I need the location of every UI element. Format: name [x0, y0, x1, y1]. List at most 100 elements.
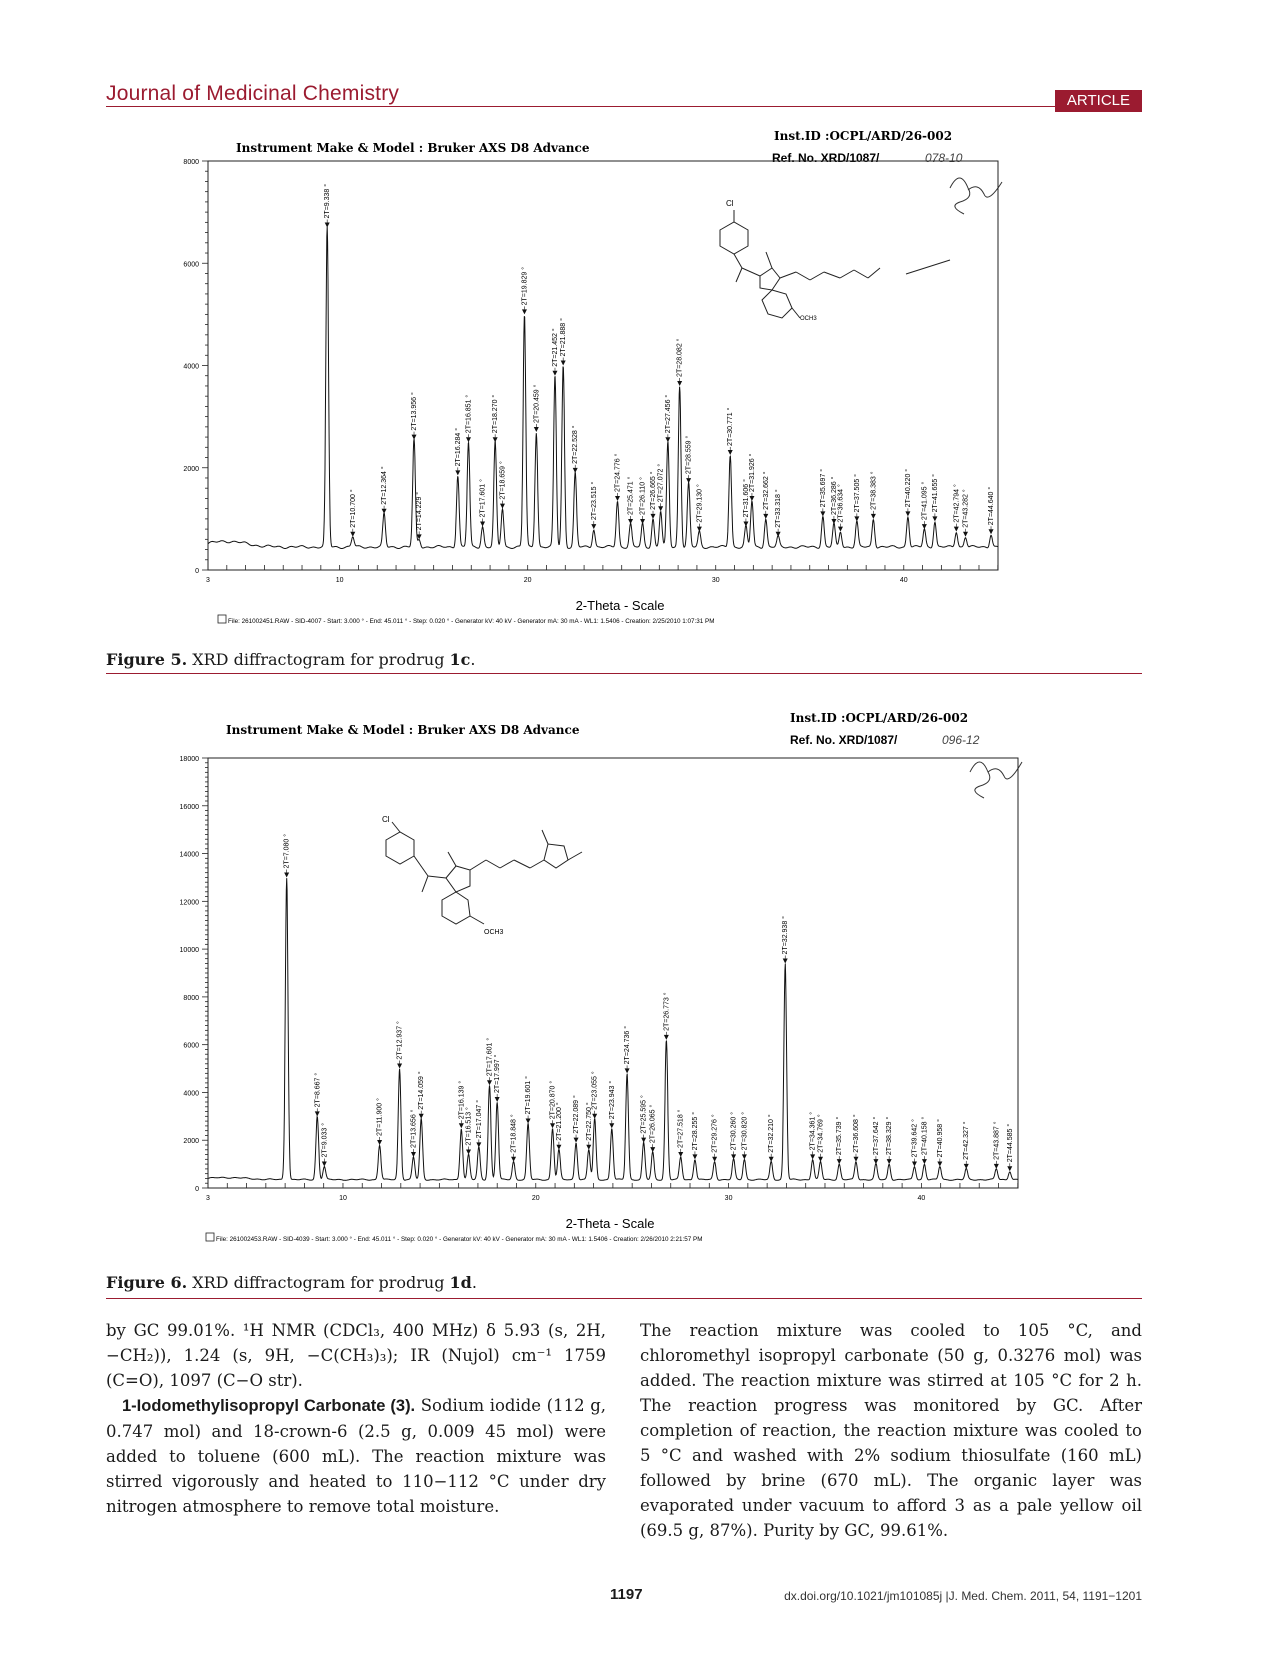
peak-marker: [628, 518, 634, 524]
peak-label: 2T=8.667 °: [313, 1073, 321, 1108]
peak-label: 2T=34.361 °: [809, 1112, 817, 1151]
peak-label: 2T=18.270 °: [491, 395, 499, 434]
peak-label: 2T=44.585 °: [1006, 1124, 1014, 1163]
peak-marker: [465, 437, 471, 443]
figure-5-caption: Figure 5. XRD diffractogram for prodrug …: [106, 650, 476, 669]
ref-handwritten: 096-12: [942, 733, 980, 747]
peak-label: 2T=13.656 °: [409, 1109, 417, 1148]
peak-marker: [905, 511, 911, 517]
ref-handwritten: 078-10: [925, 151, 963, 165]
figure-5-rule: [106, 673, 1142, 674]
ref-no-label: Ref. No. XRD/1087/: [790, 733, 898, 747]
article-badge: ARTICLE: [1054, 90, 1142, 112]
peak-label: 2T=17.997 °: [493, 1054, 501, 1093]
peak-marker: [314, 1111, 320, 1117]
peak-label: 2T=12.937 °: [396, 1021, 404, 1060]
peak-label: 2T=44.640 °: [987, 487, 995, 526]
ref-no-label: Ref. No. XRD/1087/: [772, 151, 880, 165]
peak-marker: [911, 1161, 917, 1167]
x-tick-label: 30: [725, 1195, 733, 1202]
peak-marker: [810, 1154, 816, 1160]
caption-end: .: [471, 1273, 477, 1292]
peak-marker: [658, 506, 664, 512]
peak-marker: [550, 1123, 556, 1129]
peak-marker: [480, 521, 486, 527]
peak-label: 2T=18.659 °: [498, 461, 506, 500]
peak-marker: [573, 1137, 579, 1143]
left-column: by GC 99.01%. ¹H NMR (CDCl₃, 400 MHz) δ …: [106, 1318, 606, 1519]
peak-marker: [586, 1144, 592, 1150]
peak-marker: [416, 534, 422, 540]
figure-6-rule: [106, 1298, 1142, 1299]
peak-marker: [572, 467, 578, 473]
peak-marker: [350, 531, 356, 537]
peak-marker: [552, 370, 558, 376]
peak-label: 2T=32.938 °: [781, 916, 789, 955]
peak-marker: [870, 513, 876, 519]
peak-marker: [727, 449, 733, 455]
x-tick-label: 40: [917, 1195, 925, 1202]
caption-end: .: [470, 650, 476, 669]
peak-label: 2T=16.139 °: [457, 1081, 465, 1120]
instrument-label: Instrument Make & Model : Bruker AXS D8 …: [236, 141, 590, 155]
peak-marker: [641, 1137, 647, 1143]
peak-marker: [686, 478, 692, 484]
peak-label: 2T=21.200 °: [555, 1102, 563, 1141]
peak-marker: [763, 513, 769, 519]
peak-marker: [411, 434, 417, 440]
peak-label: 2T=38.383 °: [869, 471, 877, 510]
peak-label: 2T=11.900 °: [376, 1098, 384, 1136]
peak-label: 2T=31.606 °: [742, 479, 750, 518]
peak-label: 2T=16.513 °: [465, 1107, 473, 1146]
peak-marker: [466, 1149, 472, 1155]
peak-label: 2T=28.559 °: [685, 435, 693, 474]
x-axis-label: 2-Theta - Scale: [576, 598, 665, 613]
peak-label: 2T=25.595 °: [640, 1095, 648, 1134]
y-tick-label: 4000: [183, 1090, 199, 1097]
peak-marker: [962, 531, 968, 537]
peak-label: 2T=39.642 °: [910, 1119, 918, 1158]
peak-marker: [731, 1154, 737, 1160]
peak-marker: [321, 1161, 327, 1167]
peak-marker: [556, 1144, 562, 1150]
peak-marker: [377, 1140, 383, 1145]
peak-label: 2T=30.771 °: [726, 407, 734, 446]
peak-label: 2T=30.820 °: [740, 1112, 748, 1151]
peak-marker: [663, 1034, 669, 1040]
peak-marker: [487, 1080, 493, 1086]
peak-marker: [533, 426, 539, 432]
peak-label: 2T=27.072 °: [657, 464, 665, 503]
peak-marker: [640, 518, 646, 524]
x-tick-label: 20: [524, 577, 532, 584]
peak-marker: [818, 1156, 824, 1162]
peak-label: 2T=26.065 °: [649, 1105, 657, 1144]
peak-marker: [775, 531, 781, 537]
peak-marker: [712, 1156, 718, 1162]
peak-marker: [284, 872, 290, 878]
peak-marker: [937, 1161, 943, 1167]
x-tick-label: 10: [336, 577, 344, 584]
peak-marker: [692, 1154, 698, 1160]
file-info-line: File: 261002453.RAW - SID-4039 - Start: …: [216, 1235, 703, 1243]
peak-label: 2T=18.848 °: [510, 1114, 518, 1153]
caption-compound: 1d: [449, 1273, 472, 1292]
left-paragraph-1: by GC 99.01%. ¹H NMR (CDCl₃, 400 MHz) δ …: [106, 1321, 606, 1390]
peak-marker: [458, 1123, 464, 1129]
xrd-chart-figure-6: Instrument Make & Model : Bruker AXS D8 …: [180, 711, 1023, 1243]
peak-label: 2T=19.601 °: [524, 1076, 532, 1115]
peak-label: 2T=32.210 °: [767, 1114, 775, 1153]
peak-label: 2T=23.515 °: [590, 481, 598, 520]
y-tick-label: 0: [195, 568, 199, 575]
peak-marker: [410, 1151, 416, 1157]
peak-label: 2T=12.364 °: [380, 466, 388, 505]
molecule-structure-1d: [385, 821, 583, 925]
y-tick-label: 2000: [183, 466, 199, 473]
signature-mark: [969, 761, 1023, 799]
x-tick-label: 10: [339, 1195, 347, 1202]
peak-label: 2T=19.829 °: [520, 267, 528, 306]
peak-label: 2T=26.665 °: [649, 471, 657, 510]
peak-marker: [418, 1113, 424, 1119]
peak-marker: [886, 1159, 892, 1165]
journal-title: Journal of Medicinal Chemistry: [106, 82, 400, 105]
x-tick-label: 30: [712, 577, 720, 584]
